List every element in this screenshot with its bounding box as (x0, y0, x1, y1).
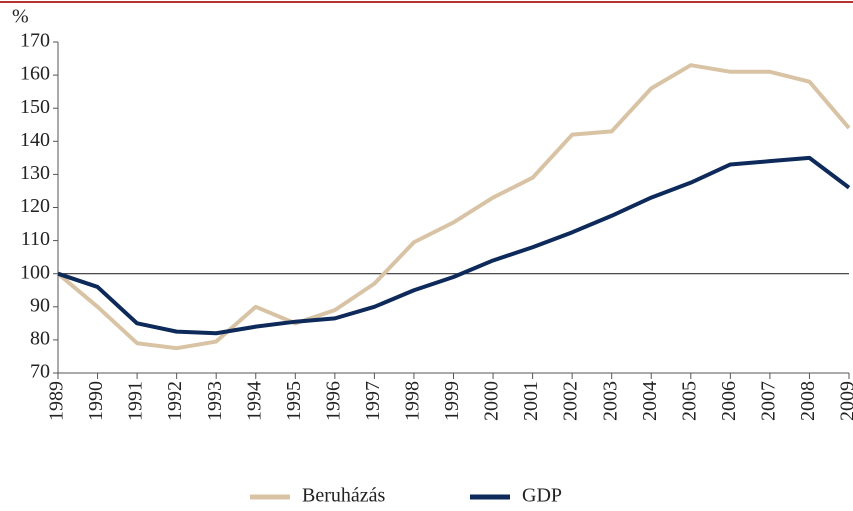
x-tick-label: 2004 (639, 381, 661, 421)
series-line (57, 155, 851, 336)
x-tick-label: 1996 (322, 381, 344, 421)
y-tick-label: 110 (21, 228, 50, 250)
y-tick-label: 70 (30, 361, 50, 383)
y-tick-label: 100 (20, 261, 50, 283)
y-tick-label: 90 (30, 294, 50, 316)
y-tick-label: 140 (20, 129, 50, 151)
y-tick-label: 160 (20, 63, 50, 85)
y-tick-label: 80 (30, 327, 50, 349)
x-tick-label: 2007 (757, 381, 779, 421)
series-line (56, 63, 851, 351)
x-tick-label: 1993 (204, 381, 226, 421)
x-tick-label: 2008 (797, 381, 819, 421)
x-tick-label: 2000 (481, 381, 503, 421)
x-tick-label: 2005 (678, 381, 700, 421)
y-tick-label: 130 (20, 162, 50, 184)
x-tick-label: 2001 (520, 381, 542, 421)
x-tick-label: 1989 (46, 381, 68, 421)
x-tick-label: 1992 (164, 381, 186, 421)
legend-label: Beruházás (302, 485, 386, 507)
x-tick-label: 1991 (125, 381, 147, 421)
x-tick-label: 2009 (837, 381, 853, 421)
y-tick-label: 150 (20, 96, 50, 118)
x-tick-label: 1990 (85, 381, 107, 421)
x-tick-label: 1994 (243, 381, 265, 421)
legend-label: GDP (522, 485, 562, 507)
x-tick-label: 1995 (283, 381, 305, 421)
y-tick-label: 170 (20, 30, 50, 52)
x-tick-label: 1999 (441, 381, 463, 421)
x-tick-label: 1997 (362, 381, 384, 421)
x-tick-label: 1998 (402, 381, 424, 421)
x-tick-label: 2006 (718, 381, 740, 421)
x-tick-label: 2002 (560, 381, 582, 421)
x-tick-label: 2003 (599, 381, 621, 421)
y-axis-label: % (12, 6, 29, 28)
y-tick-label: 120 (20, 195, 50, 217)
